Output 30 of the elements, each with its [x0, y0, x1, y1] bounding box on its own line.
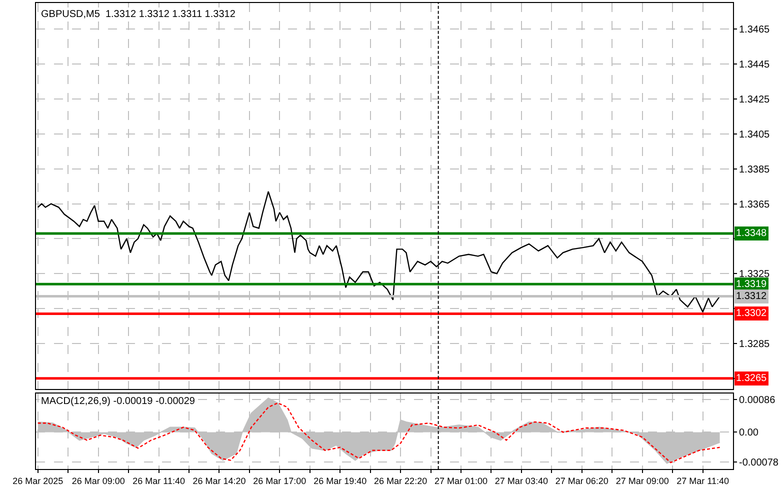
ref-line-label: 1.3302	[736, 308, 768, 319]
ref-line-label: 1.3312	[736, 291, 768, 302]
y-tick-label: 0.00	[739, 428, 759, 439]
text: GBPUSD,M5 1.3312 1.3312 1.3311 1.3312	[41, 9, 236, 20]
x-tick-label: 26 Mar 22:20	[374, 476, 428, 486]
y-tick-label: 1.3285	[739, 338, 770, 350]
x-tick-label: 26 Mar 2025	[12, 476, 64, 486]
y-tick-label: 1.3465	[739, 24, 770, 36]
x-tick-label: 27 Mar 01:00	[434, 476, 488, 486]
x-tick-label: 27 Mar 06:20	[555, 476, 608, 486]
chart-title: MACD(12,26,9) -0.00019 -0.00029	[41, 396, 196, 407]
y-tick-label: -0.00078	[739, 457, 779, 468]
x-tick-label: 26 Mar 09:00	[72, 476, 125, 486]
x-tick-label: 26 Mar 14:20	[192, 476, 246, 486]
y-tick-label: 1.3445	[739, 60, 770, 71]
ref-line-label: 1.3265	[736, 373, 768, 384]
x-tick-label: 27 Mar 03:40	[494, 476, 548, 486]
x-tick-label: 26 Mar 11:40	[132, 476, 185, 486]
x-tick-label: 26 Mar 19:40	[314, 476, 367, 486]
y-tick-label: 1.3425	[739, 94, 770, 106]
y-tick-label: 1.3325	[739, 269, 770, 280]
y-tick-label: 1.3365	[739, 199, 770, 210]
x-tick-label: 27 Mar 09:00	[616, 476, 669, 486]
y-tick-label: 1.3385	[739, 164, 770, 176]
x-tick-label: 27 Mar 11:40	[676, 476, 729, 486]
y-tick-label: 1.3405	[739, 129, 770, 140]
ref-line-label: 1.3319	[736, 279, 768, 290]
x-tick-label: 26 Mar 17:00	[253, 476, 306, 486]
ref-line-label: 1.3348	[736, 228, 768, 239]
y-tick-label: 0.00086	[739, 395, 776, 406]
